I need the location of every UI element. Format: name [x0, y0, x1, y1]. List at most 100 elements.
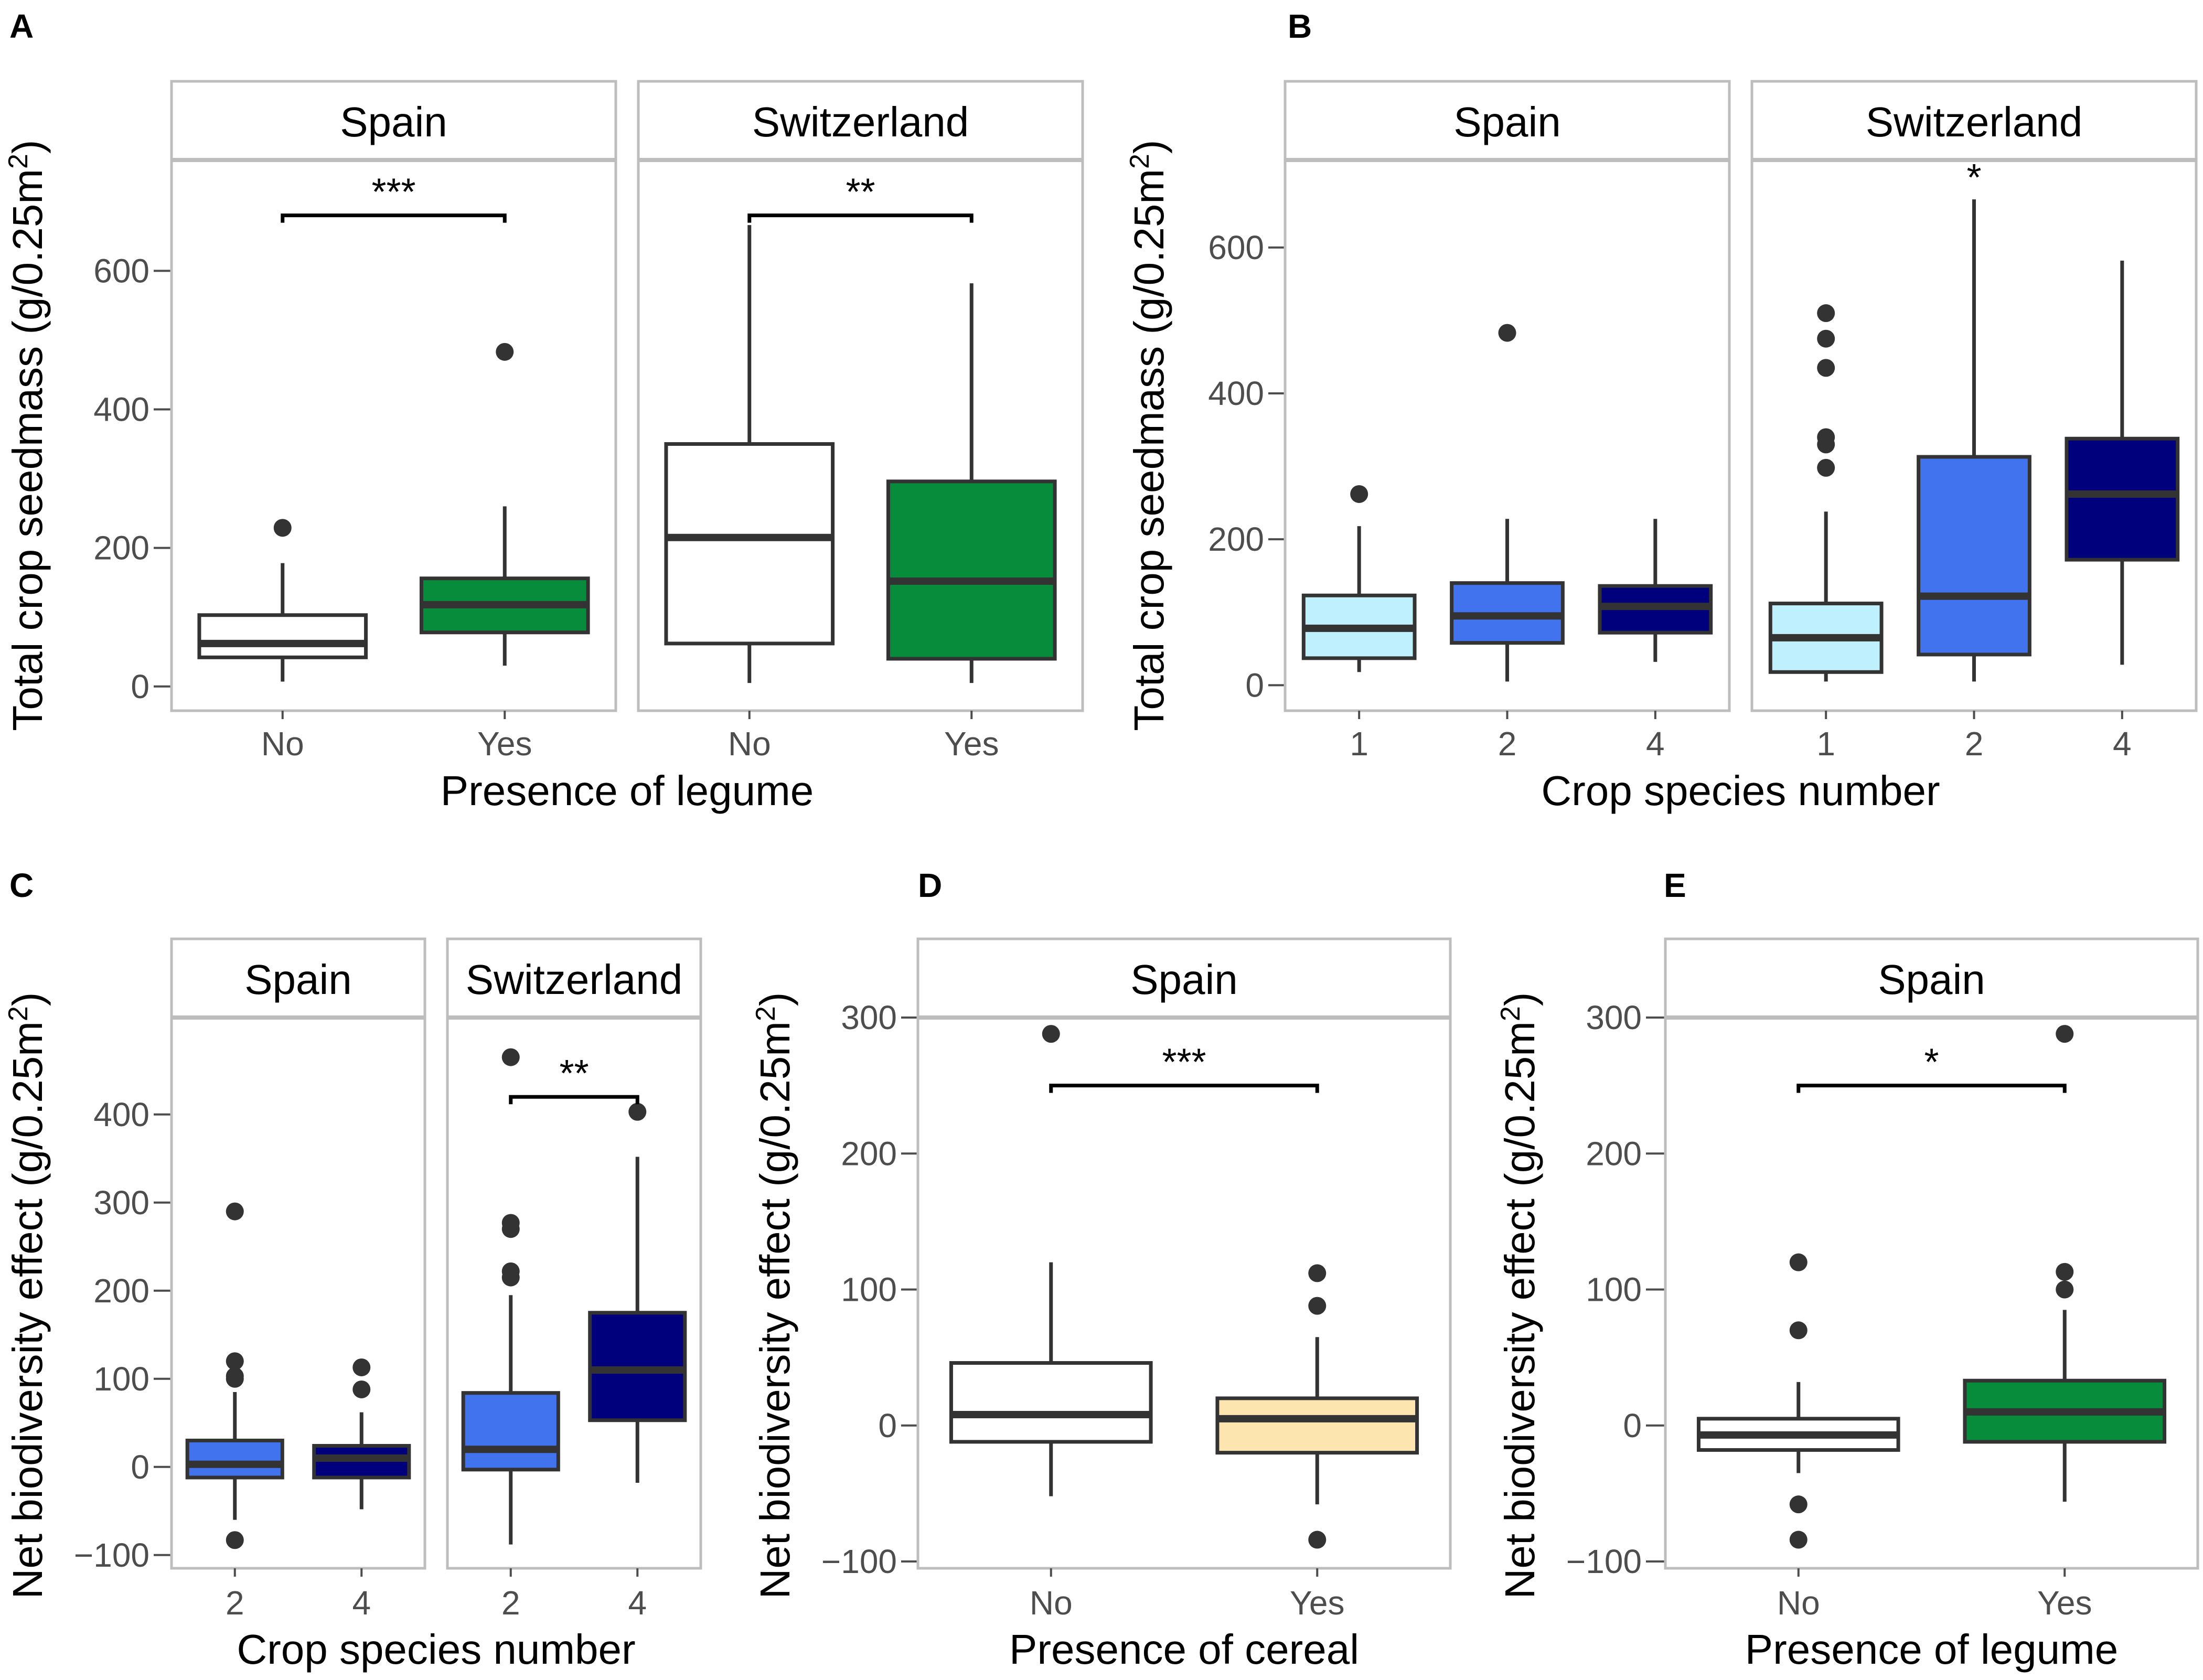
y-axis-title-main: Total crop seedmass (g/0.25m: [1126, 169, 1172, 731]
significance-bracket: [1049, 1084, 1319, 1093]
outlier-point: [2056, 1262, 2074, 1281]
outlier-point: [226, 1367, 244, 1385]
panel-letter: D: [918, 866, 942, 904]
outlier-point: [1817, 329, 1835, 348]
y-axis-title-main: Net biodiversity effect (g/0.25m: [4, 1021, 51, 1599]
y-tick-label: −100: [821, 1543, 897, 1580]
y-axis-title-end: ): [752, 992, 798, 1007]
x-tick-label: Yes: [2037, 1584, 2092, 1622]
y-tick-label: 0: [1245, 666, 1264, 704]
y-axis-title-superscript: 2: [3, 1006, 34, 1021]
y-tick-label: 100: [1586, 1271, 1642, 1309]
facet-spain: Spain 2 4: [170, 937, 426, 1622]
box-2: [185, 1202, 284, 1549]
outlier-point: [273, 519, 292, 537]
x-tick-label: 2: [1498, 725, 1517, 763]
outlier-point: [226, 1531, 244, 1549]
y-tick-label: 100: [841, 1271, 897, 1309]
box-no: [664, 225, 835, 683]
significance-bracket: [509, 1095, 639, 1105]
x-tick-label: Yes: [477, 725, 532, 763]
x-tick-label: 1: [1350, 725, 1368, 763]
y-axis-title: Net biodiversity effect (g/0.25m2): [751, 992, 798, 1599]
y-tick-label: −100: [1566, 1543, 1642, 1580]
significance-bracket: [1796, 1084, 2067, 1093]
y-axis-title-end: ): [4, 140, 51, 154]
x-tick-label: 2: [226, 1584, 244, 1622]
x-tick-label: No: [261, 725, 304, 763]
outlier-point: [1817, 304, 1835, 323]
y-tick-label: 0: [131, 1448, 149, 1486]
box-yes: [1963, 1025, 2167, 1502]
box-1: [1768, 304, 1884, 682]
chart-panel-a: A Total crop seedmass (g/0.25m2) Presence …: [3, 7, 1084, 814]
y-tick-label: 400: [1208, 374, 1264, 412]
outlier-point: [2056, 1025, 2074, 1043]
x-tick-label: 4: [2113, 725, 2132, 763]
y-tick-label: −100: [74, 1536, 149, 1574]
y-axis-title-superscript: 2: [1495, 1006, 1526, 1021]
facet-strip: [916, 937, 1452, 1019]
outlier-point: [628, 1103, 647, 1121]
outlier-point: [496, 343, 514, 361]
facet-strip: [637, 80, 1084, 162]
x-tick-label: 1: [1816, 725, 1835, 763]
outlier-point: [501, 1214, 520, 1232]
y-axis-title-superscript: 2: [1125, 154, 1155, 169]
significance-label: **: [559, 1053, 589, 1095]
box-no: [197, 519, 368, 682]
x-tick-label: 4: [352, 1584, 371, 1622]
facet-strip: [1750, 80, 2198, 162]
facet-switzerland: Switzerland 1 2 4 *: [1750, 80, 2198, 763]
x-tick-label: No: [1777, 1584, 1820, 1622]
plot-area: [446, 1016, 702, 1570]
y-axis-title-superscript: 2: [751, 1006, 781, 1021]
x-tick-label: 2: [501, 1584, 520, 1622]
outlier-point: [2056, 1280, 2074, 1299]
y-tick-label: 400: [93, 390, 149, 428]
plot-area: [637, 158, 1084, 712]
y-axis-title: Total crop seedmass (g/0.25m2): [1125, 140, 1172, 731]
y-tick-label: 200: [93, 529, 149, 567]
outlier-point: [352, 1358, 371, 1376]
y-tick-label: 0: [878, 1407, 897, 1444]
x-tick-label: Yes: [944, 725, 999, 763]
panel-letter: A: [9, 7, 34, 45]
facet-switzerland: Switzerland No Yes **: [637, 80, 1084, 763]
y-tick-label: 0: [131, 668, 149, 705]
outlier-point: [501, 1048, 520, 1066]
outlier-point: [501, 1262, 520, 1280]
facet-title: Switzerland: [752, 99, 969, 145]
box-yes: [419, 343, 590, 666]
y-axis-title: Net biodiversity effect (g/0.25m2): [1495, 992, 1543, 1599]
x-axis-title: Crop species number: [237, 1626, 635, 1673]
y-axis-title-end: ): [4, 992, 51, 1007]
x-axis-title: Presence of cereal: [1009, 1626, 1359, 1673]
outlier-point: [1789, 1253, 1808, 1271]
facet-spain: Spain No Yes ***: [916, 937, 1452, 1622]
chart-panel-e: E Net biodiversity effect (g/0.25m2) Prese…: [1495, 866, 2199, 1673]
facet-title: Spain: [244, 956, 352, 1003]
y-tick-label: 100: [93, 1360, 149, 1398]
y-axis-title-main: Net biodiversity effect (g/0.25m: [752, 1021, 798, 1599]
box-4: [312, 1358, 411, 1510]
outlier-point: [1350, 485, 1368, 503]
panel-letter: E: [1664, 866, 1686, 904]
box-4: [2065, 260, 2180, 665]
x-tick-label: No: [1030, 1584, 1073, 1622]
facet-spain: Spain No Yes ***: [170, 80, 617, 763]
x-tick-label: 4: [628, 1584, 647, 1622]
y-tick-label: 200: [1586, 1135, 1642, 1172]
y-tick-label: 600: [93, 252, 149, 290]
x-axis-title: Crop species number: [1541, 767, 1940, 814]
outlier-point: [1789, 1321, 1808, 1340]
y-tick-label: 600: [1208, 229, 1264, 266]
y-tick-label: 300: [1586, 999, 1642, 1036]
significance-label: ***: [371, 172, 415, 213]
outlier-point: [226, 1202, 244, 1221]
outlier-point: [1498, 324, 1516, 342]
box-iqr: [1917, 455, 2031, 657]
y-axis-title-end: ): [1496, 992, 1543, 1007]
